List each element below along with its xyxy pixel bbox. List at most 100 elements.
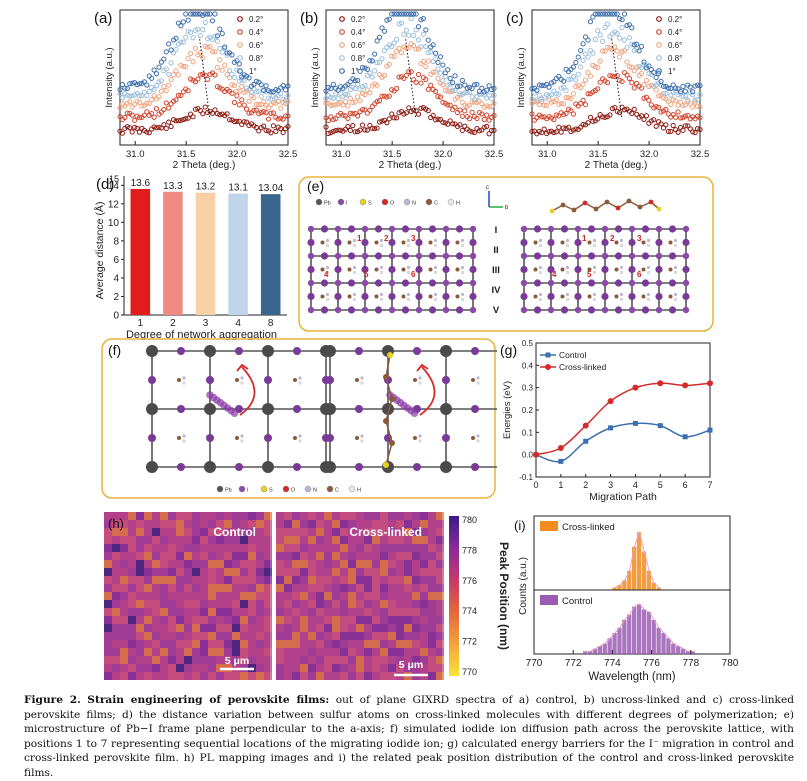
data-point (273, 87, 279, 93)
x-tick-label: 4 (633, 480, 638, 490)
pl-map-pixel (284, 616, 292, 624)
data-point (381, 93, 388, 99)
data-point (694, 97, 701, 103)
data-point (345, 123, 351, 130)
pl-map-pixel (300, 512, 308, 520)
pl-map-pixel (436, 576, 444, 584)
data-point (631, 106, 637, 112)
data-point (151, 86, 157, 93)
pl-map-pixel (152, 552, 160, 560)
pl-map-pixel (356, 632, 364, 640)
pl-map-pixel (316, 592, 324, 600)
pl-map-pixel (428, 560, 436, 568)
pl-map-pixel (300, 672, 308, 680)
pl-map-pixel (264, 616, 272, 624)
pl-map-pixel (120, 600, 128, 608)
pl-map-pixel (240, 592, 248, 600)
carbon-atom (320, 294, 325, 299)
data-point (146, 100, 152, 106)
pl-map-pixel (192, 640, 200, 648)
data-point (556, 113, 562, 119)
legend-marker (339, 55, 345, 61)
colorbar-tick-label: 772 (462, 637, 477, 647)
data-point (660, 83, 667, 89)
data-point (129, 112, 135, 118)
pl-map-pixel (300, 568, 308, 576)
pl-map-pixel (356, 640, 364, 648)
data-point (168, 60, 174, 66)
data-point (367, 90, 373, 96)
pl-map-pixel (112, 608, 120, 616)
data-point (168, 101, 174, 107)
data-point (391, 40, 397, 46)
data-point (476, 88, 482, 95)
pl-map-pixel (192, 624, 200, 632)
x-tick-label: 31.0 (538, 149, 557, 160)
pb-atom (388, 252, 396, 260)
data-point (420, 16, 426, 22)
data-point (278, 115, 284, 121)
iodine-atom (307, 238, 315, 247)
data-point (258, 101, 264, 108)
data-point (575, 71, 581, 77)
pl-map-pixel (184, 592, 192, 600)
y-tick-label: 0.5 (522, 339, 534, 348)
data-point (580, 41, 586, 47)
site-label: 5 (587, 270, 592, 279)
pl-map-pixel (176, 584, 184, 592)
iodine-atom (601, 238, 609, 247)
pl-map-pixel (292, 512, 300, 520)
figure-caption: Figure 2. Strain engineering of perovski… (24, 693, 794, 781)
pl-map-pixel (168, 656, 176, 664)
pl-map-pixel (340, 592, 348, 600)
data-point (166, 105, 172, 111)
pl-map-pixel (128, 592, 136, 600)
pl-map-pixel (308, 648, 316, 656)
pl-map-pixel (324, 608, 332, 616)
pl-map-pixel (208, 536, 216, 544)
xrd-plot-a: (a)31.0 31.5 32.0 32.52 Theta (deg.)Intensi… (94, 9, 297, 171)
panel-label: (c) (506, 10, 524, 27)
pl-map-pixel (144, 608, 152, 616)
pl-map-pixel (380, 656, 388, 664)
pl-map-pixel (208, 560, 216, 568)
pl-map-pixel (184, 512, 192, 520)
data-point (425, 58, 431, 64)
pl-map-pixel (264, 592, 272, 600)
pl-map-pixel (332, 648, 340, 656)
pl-map-pixel (200, 520, 208, 528)
y-tick-label: 0.3 (522, 384, 534, 393)
data-point (486, 104, 492, 110)
histogram-bar (636, 532, 642, 590)
pl-map-pixel (184, 640, 192, 648)
pl-map-pixel (208, 632, 216, 640)
pl-map-pixel (436, 640, 444, 648)
x-tick-label: 772 (565, 658, 582, 669)
pl-map-pixel (356, 520, 364, 528)
data-point (442, 70, 448, 76)
data-point (680, 127, 686, 133)
x-axis-label: Degree of network aggregation (126, 329, 277, 340)
pl-map-pixel (428, 632, 436, 640)
pl-map-pixel (300, 600, 308, 608)
pl-map-pixel (412, 592, 420, 600)
nitrogen-atom (592, 292, 597, 297)
nitrogen-atom (460, 265, 465, 270)
pl-map-pixel (192, 616, 200, 624)
data-point (578, 85, 584, 91)
histogram-bar (587, 651, 593, 654)
pl-map-pixel (168, 536, 176, 544)
pl-map-pixel (152, 664, 160, 672)
iodine-atom (320, 252, 329, 260)
pl-map-pixel (396, 512, 404, 520)
data-point (134, 125, 140, 132)
pl-map-pixel (284, 512, 292, 520)
hydrogen-atom (353, 270, 357, 274)
data-point (244, 119, 250, 125)
colorbar (449, 516, 459, 676)
pb-atom (469, 225, 477, 233)
data-point (447, 75, 453, 82)
pl-map-pixel (308, 672, 316, 680)
data-point (282, 87, 289, 93)
histogram-bar (656, 587, 661, 590)
